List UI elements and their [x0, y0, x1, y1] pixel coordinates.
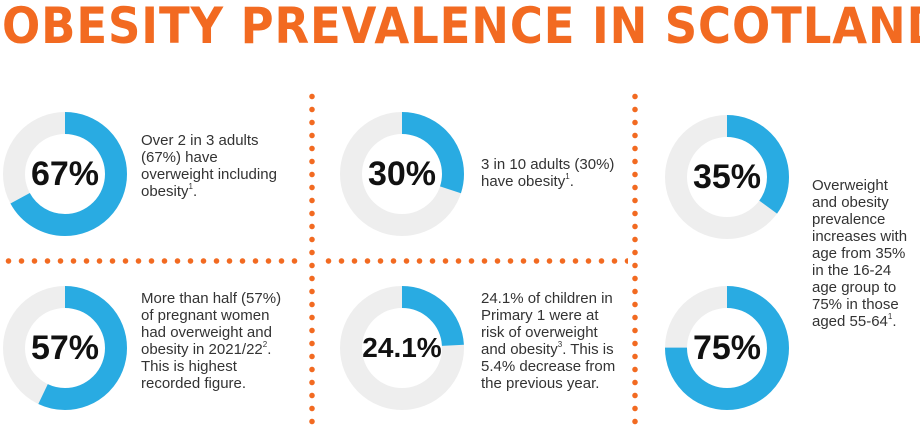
donut-value-arc — [3, 286, 127, 410]
stat-description-1: Over 2 in 3 adults (67%) have overweight… — [141, 132, 277, 200]
donut-35: 35% — [664, 114, 790, 240]
donut-value-arc — [340, 112, 464, 236]
donut-value-arc — [3, 112, 127, 236]
age-prevalence-note: Overweight and obesity prevalence increa… — [812, 177, 908, 330]
donut-24-1: 24.1% — [339, 285, 465, 411]
stat-description-5: 24.1% of children in Primary 1 were at r… — [481, 290, 616, 392]
donut-value-arc — [665, 115, 789, 239]
donut-67: 67% — [2, 111, 128, 237]
percent-label: 35% — [692, 157, 762, 196]
divider-horizontal-middle — [322, 258, 628, 264]
percent-label: 67% — [30, 154, 100, 193]
donut-30: 30% — [339, 111, 465, 237]
divider-vertical-2 — [632, 90, 638, 426]
donut-57: 57% — [2, 285, 128, 411]
stat-description-4: More than half (57%) of pregnant women h… — [141, 290, 282, 392]
page-title: OBESITY PREVALENCE IN SCOTLAND — [2, 0, 920, 55]
stat-description-2: 3 in 10 adults (30%) have obesity1. — [481, 156, 615, 190]
percent-label: 30% — [367, 154, 437, 193]
percent-label: 75% — [692, 328, 762, 367]
donut-value-arc — [665, 286, 789, 410]
donut-75: 75% — [664, 285, 790, 411]
divider-horizontal-left — [2, 258, 302, 264]
donut-value-arc — [340, 286, 464, 410]
divider-vertical-1 — [309, 90, 315, 426]
percent-label: 57% — [30, 328, 100, 367]
percent-label: 24.1% — [362, 332, 442, 363]
